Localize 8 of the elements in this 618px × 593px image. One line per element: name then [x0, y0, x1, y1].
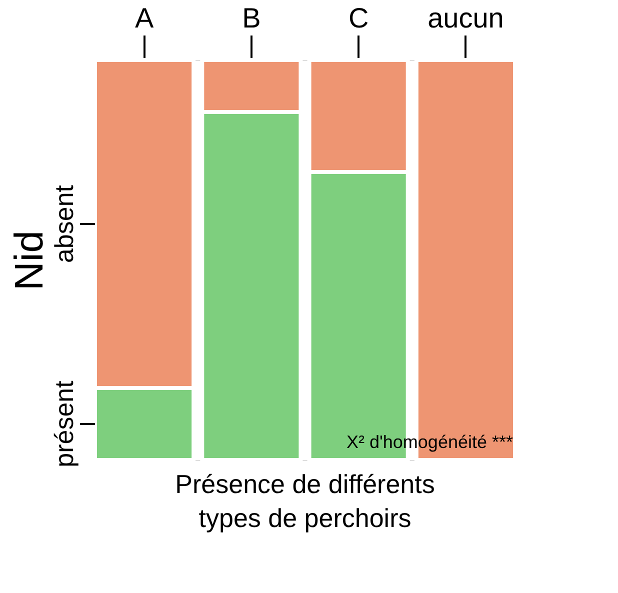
x-axis-title: Présence de différents types de perchoirs: [175, 469, 435, 533]
x-tick-label: A: [134, 2, 154, 34]
x-tick-label: C: [348, 2, 369, 34]
x-tick-label: B: [242, 2, 261, 34]
text: absent: [49, 184, 79, 264]
y-axis-title: Nid: [8, 230, 52, 291]
x-tick-label: aucun: [428, 2, 504, 34]
text: présent: [49, 380, 79, 468]
